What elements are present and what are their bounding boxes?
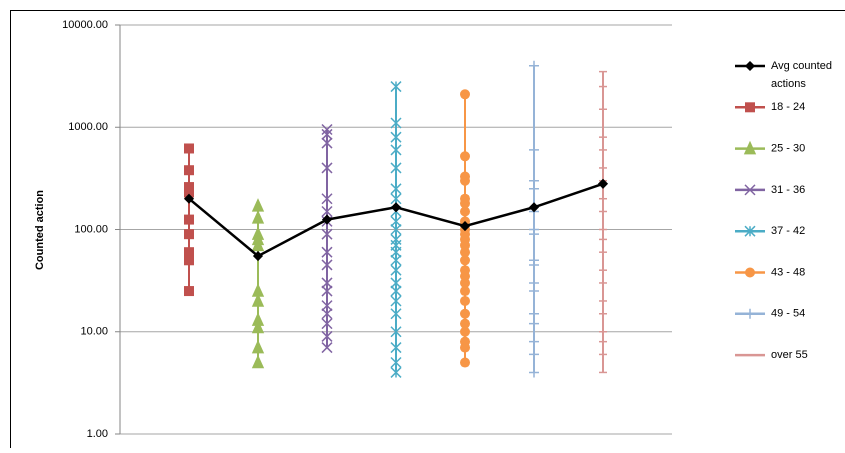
marker [253, 212, 263, 223]
marker [391, 145, 401, 155]
marker [460, 255, 470, 265]
legend-label: over 55 [771, 349, 808, 361]
marker [460, 296, 470, 306]
marker [460, 343, 470, 353]
legend-label-line: Avg counted [771, 60, 832, 72]
marker [460, 309, 470, 319]
marker [529, 145, 539, 155]
y-tick-label: 1.00 [87, 428, 108, 440]
marker [184, 286, 194, 296]
marker [529, 260, 539, 270]
marker [392, 203, 400, 211]
marker [391, 367, 401, 377]
marker [460, 327, 470, 337]
marker [529, 349, 539, 359]
legend-label: 37 - 42 [771, 225, 805, 237]
marker [391, 296, 401, 306]
marker [745, 268, 755, 278]
marker [391, 265, 401, 275]
marker [529, 229, 539, 239]
marker [391, 358, 401, 368]
marker [460, 286, 470, 296]
marker [184, 165, 194, 175]
legend-label: 49 - 54 [771, 308, 805, 320]
marker [391, 343, 401, 353]
legend-label: 31 - 36 [771, 184, 805, 196]
marker [391, 286, 401, 296]
marker [253, 342, 263, 353]
marker [529, 337, 539, 347]
marker [253, 357, 263, 368]
marker [529, 319, 539, 329]
marker [746, 62, 754, 70]
legend-label: 25 - 30 [771, 143, 805, 155]
y-tick-label: 100.00 [74, 223, 108, 235]
marker [391, 163, 401, 173]
marker [745, 309, 755, 319]
legend-label-line: actions [771, 78, 806, 90]
y-tick-label: 10000.00 [62, 19, 108, 31]
marker [529, 184, 539, 194]
marker [391, 184, 401, 194]
legend-label: 18 - 24 [771, 101, 805, 113]
marker [460, 358, 470, 368]
marker [460, 206, 470, 216]
marker [184, 215, 194, 225]
marker [745, 102, 755, 112]
marker [530, 203, 538, 211]
y-tick-label: 10.00 [80, 326, 108, 338]
marker [529, 286, 539, 296]
marker [391, 309, 401, 319]
marker [391, 82, 401, 92]
marker [184, 255, 194, 265]
marker [529, 61, 539, 71]
marker [391, 118, 401, 128]
marker [529, 367, 539, 377]
marker [253, 200, 263, 211]
marker [460, 176, 470, 186]
marker [391, 255, 401, 265]
y-tick-label: 1000.00 [68, 121, 108, 133]
y-axis-label: Counted action [34, 190, 46, 270]
marker [184, 143, 194, 153]
marker [184, 229, 194, 239]
marker [460, 89, 470, 99]
marker [460, 151, 470, 161]
marker [391, 132, 401, 142]
legend-label: Avg counted actions [771, 60, 832, 90]
marker [529, 309, 539, 319]
legend-label: 43 - 48 [771, 266, 805, 278]
